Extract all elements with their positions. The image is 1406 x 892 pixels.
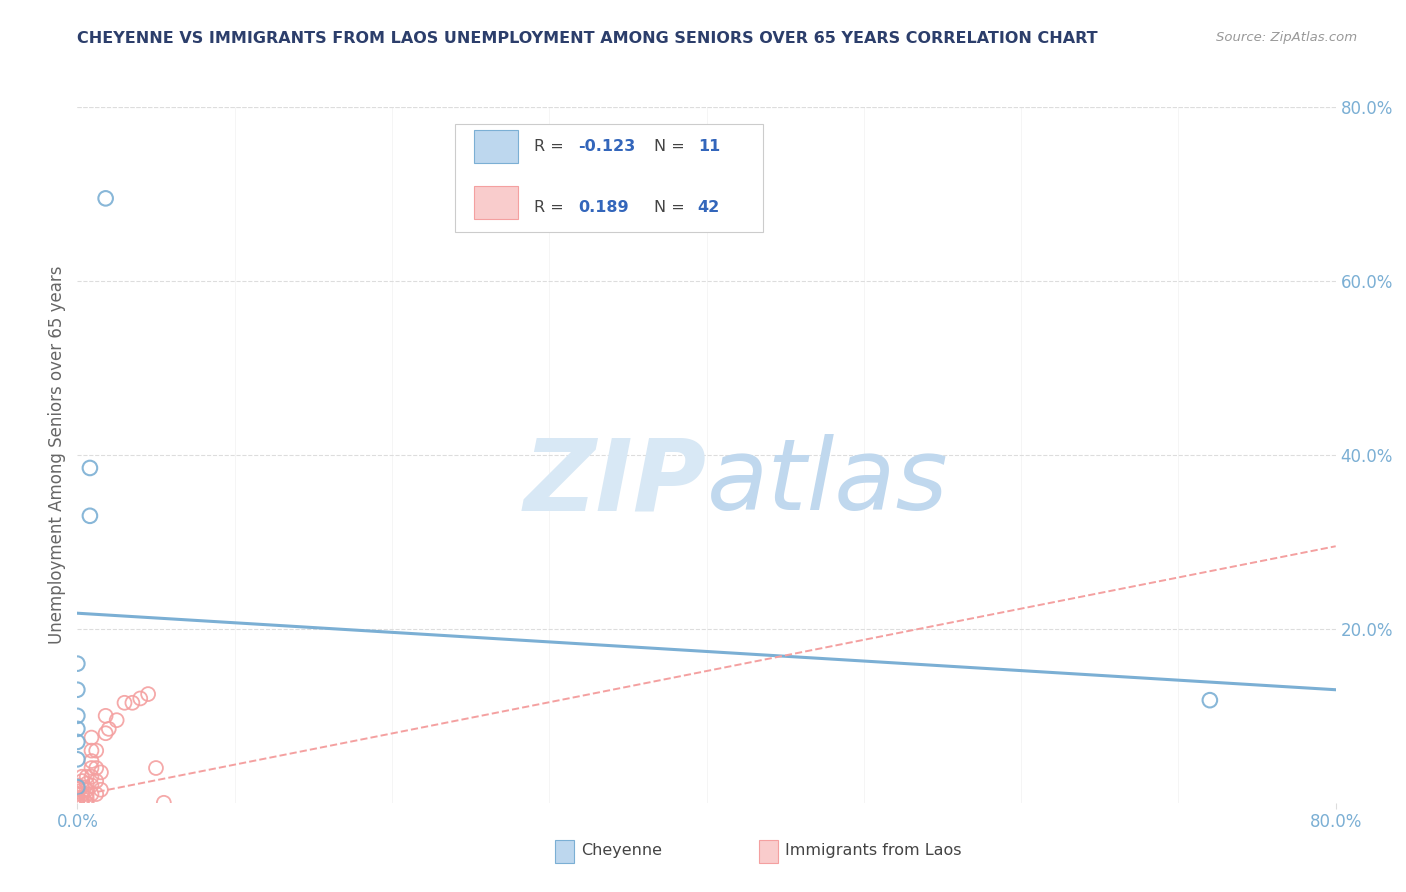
- Text: Immigrants from Laos: Immigrants from Laos: [785, 844, 962, 858]
- Point: [84, 744, 107, 758]
- Point: [66, 778, 89, 792]
- Y-axis label: Unemployment Among Seniors over 65 years: Unemployment Among Seniors over 65 years: [48, 266, 66, 644]
- Point: [66, 780, 89, 794]
- Point: [66, 784, 89, 798]
- Text: -0.123: -0.123: [578, 139, 636, 154]
- Point: [84, 761, 107, 775]
- Point: [153, 796, 176, 810]
- Point: [70, 787, 93, 801]
- Text: CHEYENNE VS IMMIGRANTS FROM LAOS UNEMPLOYMENT AMONG SENIORS OVER 65 YEARS CORREL: CHEYENNE VS IMMIGRANTS FROM LAOS UNEMPLO…: [77, 31, 1098, 46]
- Point: [70, 791, 93, 805]
- Point: [121, 696, 143, 710]
- Text: 0.189: 0.189: [578, 201, 628, 216]
- Point: [90, 765, 112, 780]
- Point: [94, 708, 117, 723]
- Point: [76, 782, 98, 797]
- Point: [66, 793, 89, 807]
- Point: [94, 191, 117, 205]
- Bar: [474, 186, 517, 219]
- Text: Cheyenne: Cheyenne: [581, 844, 662, 858]
- Text: 42: 42: [697, 201, 720, 216]
- Point: [129, 691, 152, 706]
- FancyBboxPatch shape: [456, 124, 763, 232]
- Point: [80, 770, 103, 784]
- Point: [80, 787, 103, 801]
- Point: [76, 787, 98, 801]
- Point: [1199, 693, 1222, 707]
- Point: [105, 713, 128, 727]
- Point: [66, 722, 89, 736]
- Text: N =: N =: [654, 139, 689, 154]
- Text: Source: ZipAtlas.com: Source: ZipAtlas.com: [1216, 31, 1357, 45]
- Point: [97, 722, 120, 736]
- Text: R =: R =: [534, 201, 574, 216]
- Point: [76, 777, 98, 791]
- Point: [66, 735, 89, 749]
- Text: R =: R =: [534, 139, 569, 154]
- Point: [66, 708, 89, 723]
- Point: [80, 754, 103, 768]
- Point: [145, 761, 167, 775]
- Point: [94, 726, 117, 740]
- Point: [66, 796, 89, 810]
- Point: [76, 791, 98, 805]
- Text: atlas: atlas: [707, 434, 948, 532]
- Point: [114, 696, 136, 710]
- Text: N =: N =: [654, 201, 689, 216]
- Point: [136, 687, 159, 701]
- Bar: [474, 130, 517, 163]
- Text: 11: 11: [697, 139, 720, 154]
- Point: [80, 778, 103, 792]
- Text: ZIP: ZIP: [523, 434, 707, 532]
- Point: [70, 796, 93, 810]
- Point: [66, 657, 89, 671]
- Point: [66, 682, 89, 697]
- Point: [79, 461, 101, 475]
- Point: [70, 774, 93, 789]
- Point: [66, 790, 89, 805]
- Point: [80, 731, 103, 745]
- Point: [80, 744, 103, 758]
- Point: [80, 761, 103, 775]
- Point: [66, 787, 89, 801]
- Point: [70, 770, 93, 784]
- Point: [79, 508, 101, 523]
- Point: [66, 752, 89, 766]
- Point: [66, 781, 89, 796]
- Point: [84, 787, 107, 801]
- Point: [76, 796, 98, 810]
- Point: [84, 774, 107, 789]
- Point: [70, 780, 93, 794]
- Point: [90, 782, 112, 797]
- Point: [76, 770, 98, 784]
